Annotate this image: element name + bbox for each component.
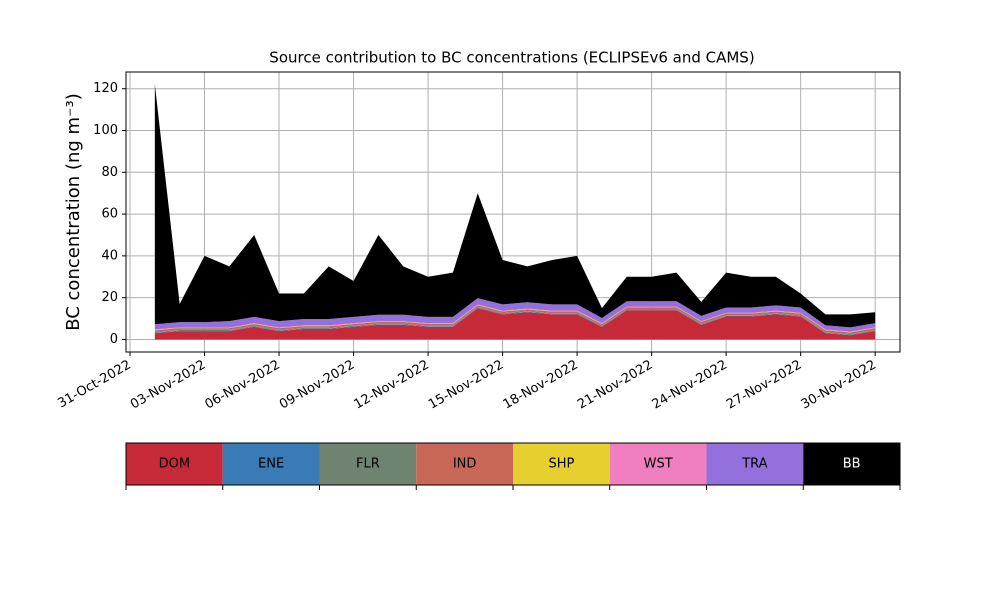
- legend-swatch: [126, 443, 223, 485]
- x-tick-label: 15-Nov-2022: [426, 358, 506, 413]
- x-tick-label: 31-Oct-2022: [55, 358, 133, 412]
- x-tick-label: 12-Nov-2022: [352, 358, 432, 413]
- legend-swatch: [609, 443, 707, 485]
- chart-title: Source contribution to BC concentrations…: [269, 49, 754, 67]
- area: [154, 84, 876, 328]
- legend-swatch: [222, 443, 320, 485]
- legend-swatch: [803, 443, 900, 485]
- x-tick-label: 30-Nov-2022: [799, 358, 879, 413]
- legend-frame: [125, 442, 901, 486]
- area: [154, 308, 876, 340]
- x-tick-label: 09-Nov-2022: [277, 358, 357, 413]
- legend-label: TRA: [741, 457, 767, 472]
- area: [154, 298, 876, 332]
- legend-swatch: [513, 443, 610, 485]
- y-tick-label: 100: [93, 123, 118, 138]
- legend-label: ENE: [258, 457, 284, 472]
- x-tick-label: 21-Nov-2022: [575, 358, 655, 413]
- y-tick-label: 120: [93, 81, 118, 96]
- y-tick-label: 20: [101, 290, 118, 305]
- y-axis-label: BC concentration (ng m⁻³): [63, 93, 84, 331]
- area: [154, 305, 876, 335]
- legend-label: WST: [644, 457, 673, 472]
- x-tick-label: 06-Nov-2022: [203, 358, 283, 413]
- legend-label: FLR: [356, 457, 380, 472]
- legend-label: SHP: [548, 457, 574, 472]
- legend-label: DOM: [159, 457, 190, 472]
- y-tick-label: 80: [101, 165, 118, 180]
- legend-swatch: [319, 443, 417, 485]
- y-tick-label: 0: [110, 332, 118, 347]
- area: [154, 306, 876, 335]
- legend-label: IND: [453, 457, 477, 472]
- legend-swatch: [706, 443, 804, 485]
- legend-swatch: [416, 443, 513, 485]
- y-tick-label: 60: [101, 207, 118, 222]
- x-tick-label: 24-Nov-2022: [650, 358, 730, 413]
- x-tick-label: 03-Nov-2022: [128, 358, 208, 413]
- x-tick-label: 27-Nov-2022: [724, 358, 804, 413]
- y-tick-label: 40: [101, 248, 118, 263]
- area: [154, 304, 876, 333]
- legend-label: BB: [843, 457, 861, 472]
- x-tick-label: 18-Nov-2022: [501, 358, 581, 413]
- area: [154, 307, 876, 336]
- plot-frame: [125, 71, 901, 353]
- area: [154, 304, 876, 333]
